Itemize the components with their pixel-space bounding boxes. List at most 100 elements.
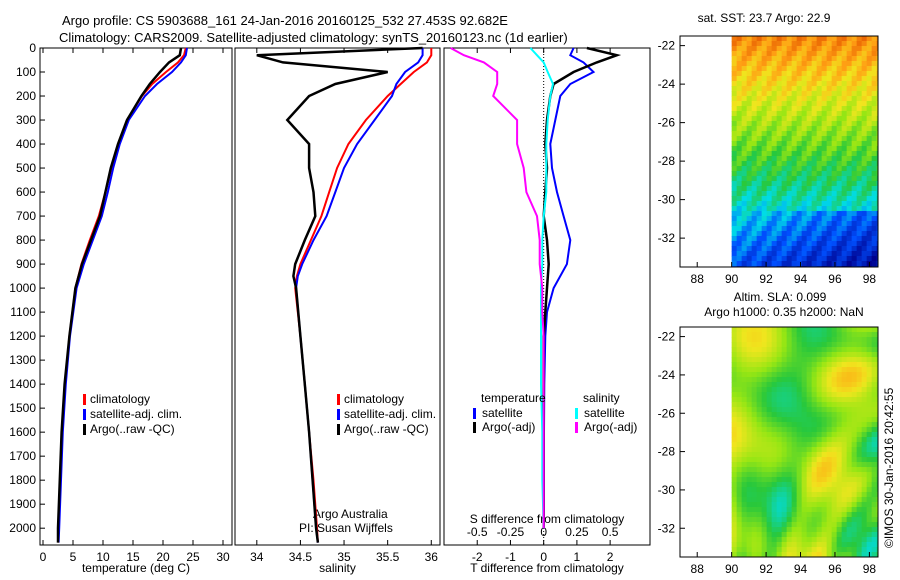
map-cell <box>841 161 848 167</box>
map-cell <box>856 36 863 42</box>
map-cell <box>821 377 828 383</box>
map-cell <box>791 427 798 433</box>
map-cell <box>741 251 748 257</box>
map-cell <box>811 246 818 252</box>
map-cell <box>786 256 793 262</box>
map-cell <box>771 522 778 528</box>
map-cell <box>871 41 878 47</box>
map-cell <box>841 131 848 137</box>
map-cell <box>731 211 738 217</box>
map-cell <box>861 447 868 453</box>
map-cell <box>751 161 758 167</box>
map-cell <box>776 251 783 257</box>
map-cell <box>821 206 828 212</box>
map-cell <box>861 547 868 553</box>
map-cell <box>761 477 768 483</box>
map-cell <box>756 46 763 52</box>
map-cell <box>836 457 843 463</box>
map-cell <box>841 372 848 378</box>
map-cell <box>841 422 848 428</box>
map-cell <box>831 166 838 172</box>
map-cell <box>861 211 868 217</box>
map-cell <box>736 56 743 62</box>
map-cell <box>731 151 738 157</box>
map-cell <box>841 166 848 172</box>
map-cell <box>756 372 763 378</box>
map-cell <box>786 121 793 127</box>
map-cell <box>771 161 778 167</box>
map-cell <box>771 56 778 62</box>
map-cell <box>776 327 783 333</box>
map-cell <box>846 377 853 383</box>
map-cell <box>766 362 773 368</box>
map-cell <box>831 76 838 82</box>
map-cell <box>776 171 783 177</box>
map-cell <box>856 472 863 478</box>
map-cell <box>826 397 833 403</box>
map-cell <box>826 61 833 67</box>
map-cell <box>846 467 853 473</box>
map-cell <box>856 377 863 383</box>
map-cell <box>746 226 753 232</box>
map-cell <box>826 91 833 97</box>
map-cell <box>766 392 773 398</box>
map-cell <box>786 382 793 388</box>
map-cell <box>796 176 803 182</box>
map-cell <box>821 46 828 52</box>
salinity-axis-label: salinity <box>319 561 356 575</box>
map-cell <box>786 377 793 383</box>
map-cell <box>811 176 818 182</box>
map-cell <box>821 226 828 232</box>
map-cell <box>846 116 853 122</box>
map-cell <box>776 487 783 493</box>
map-cell <box>741 36 748 42</box>
map-cell <box>836 186 843 192</box>
map-cell <box>756 487 763 493</box>
map-cell <box>851 412 858 418</box>
map-cell <box>846 166 853 172</box>
map-cell <box>806 537 813 543</box>
map-cell <box>731 171 738 177</box>
map-cell <box>826 462 833 468</box>
map-cell <box>821 462 828 468</box>
map-cell <box>731 427 738 433</box>
map-cell <box>821 487 828 493</box>
map-cell <box>811 251 818 257</box>
map-cell <box>871 191 878 197</box>
map-cell <box>811 547 818 553</box>
map-cell <box>781 256 788 262</box>
map-cell <box>771 261 778 267</box>
map-cell <box>801 522 808 528</box>
map-cell <box>741 66 748 72</box>
map-cell <box>831 517 838 523</box>
map-cell <box>856 342 863 348</box>
map-cell <box>816 241 823 247</box>
map-cell <box>806 91 813 97</box>
map-cell <box>751 101 758 107</box>
map-cell <box>826 417 833 423</box>
map-cell <box>776 412 783 418</box>
map-cell <box>766 437 773 443</box>
map-cell <box>786 477 793 483</box>
map-cell <box>786 497 793 503</box>
map-cell <box>751 211 758 217</box>
map-cell <box>811 151 818 157</box>
map-cell <box>816 467 823 473</box>
map-cell <box>851 442 858 448</box>
map-cell <box>821 342 828 348</box>
map-cell <box>866 387 873 393</box>
map-cell <box>851 402 858 408</box>
map-cell <box>816 141 823 147</box>
map-cell <box>831 397 838 403</box>
map-cell <box>861 457 868 463</box>
map-cell <box>766 46 773 52</box>
map-cell <box>786 161 793 167</box>
map-cell <box>771 186 778 192</box>
map-cell <box>791 337 798 343</box>
map-cell <box>811 106 818 112</box>
map-cell <box>846 532 853 538</box>
map-cell <box>796 532 803 538</box>
map-cell <box>746 547 753 553</box>
map-cell <box>801 377 808 383</box>
map-cell <box>796 357 803 363</box>
